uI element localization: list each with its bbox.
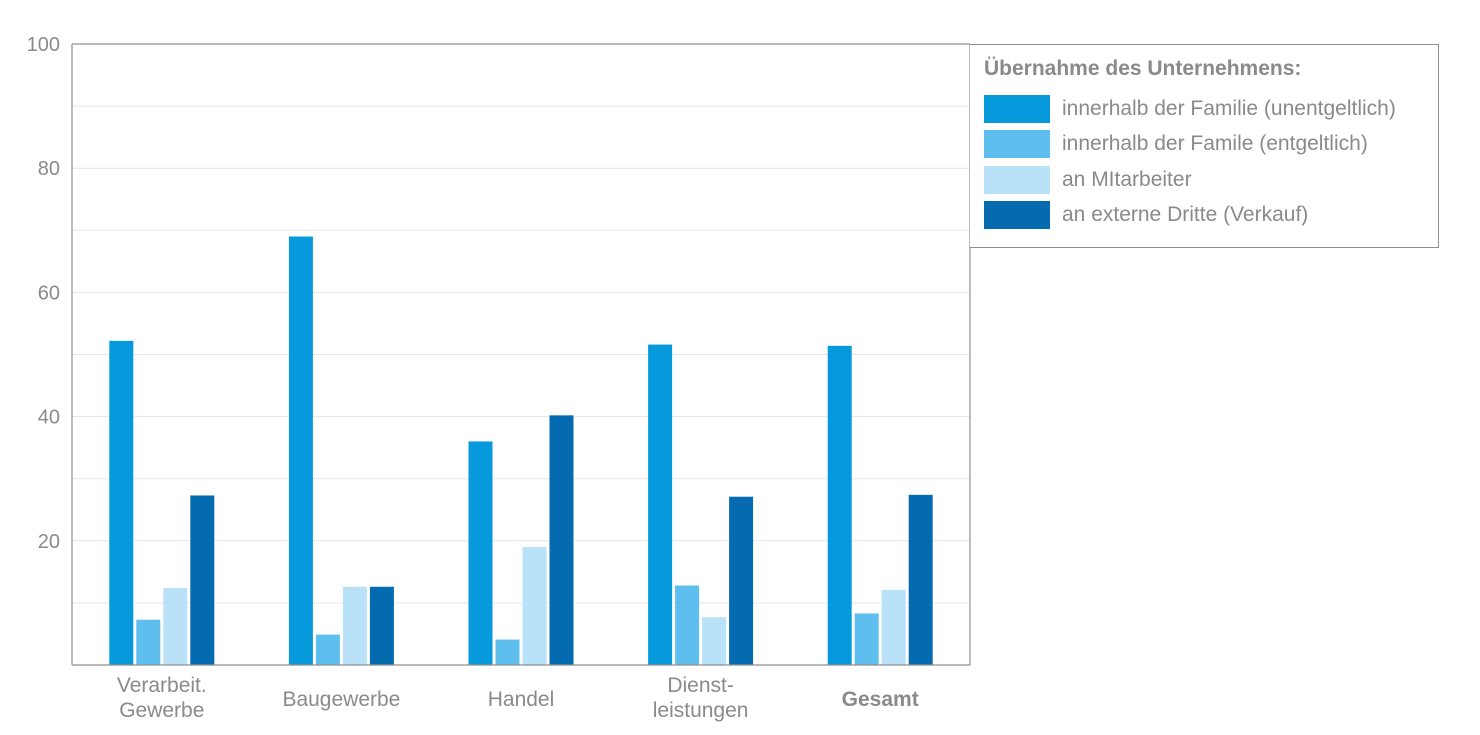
legend-item-familie-entgeltlich: innerhalb der Famile (entgeltlich) xyxy=(984,130,1368,158)
bar xyxy=(702,617,727,665)
category-label: Handel xyxy=(488,688,555,711)
legend-item-mitarbeiter: an MItarbeiter xyxy=(984,166,1192,194)
bar xyxy=(468,441,493,665)
y-tick-label: 100 xyxy=(27,34,60,56)
bar xyxy=(729,496,754,665)
legend-title: Übernahme des Unternehmens: xyxy=(984,57,1302,80)
bar xyxy=(549,415,574,665)
bar xyxy=(136,619,161,665)
bar xyxy=(190,495,215,665)
bar xyxy=(827,345,852,665)
y-tick-label: 40 xyxy=(38,407,60,429)
bar xyxy=(288,236,313,665)
bar xyxy=(854,613,879,665)
category-labels: Verarbeit. Gewerbe Baugewerbe Handel Dienst-… xyxy=(117,674,919,722)
y-tick-labels: 100 80 60 40 20 xyxy=(27,34,60,553)
gridlines xyxy=(72,105,970,604)
legend: Übernahme des Unternehmens: innerhalb de… xyxy=(970,44,1439,248)
bar xyxy=(109,340,134,665)
category-label: Baugewerbe xyxy=(282,688,400,711)
y-tick-label: 20 xyxy=(38,531,60,553)
y-tick-label: 80 xyxy=(38,158,60,180)
legend-label: innerhalb der Famile (entgeltlich) xyxy=(1062,132,1368,155)
category-label: Verarbeit. Gewerbe xyxy=(117,674,207,722)
legend-label: an externe Dritte (Verkauf) xyxy=(1062,203,1309,226)
legend-swatch xyxy=(984,201,1050,229)
legend-swatch xyxy=(984,95,1050,123)
legend-label: an MItarbeiter xyxy=(1062,168,1192,191)
legend-swatch xyxy=(984,130,1050,158)
bar xyxy=(908,494,933,665)
y-tick-label: 60 xyxy=(38,282,60,304)
bar xyxy=(315,634,340,665)
legend-swatch xyxy=(984,166,1050,194)
category-label: Dienst-leistungen xyxy=(653,674,749,722)
legend-label: innerhalb der Familie (unentgeltlich) xyxy=(1062,97,1396,120)
legend-item-familie-unentgeltlich: innerhalb der Familie (unentgeltlich) xyxy=(984,95,1396,123)
bar xyxy=(163,587,188,665)
bar xyxy=(342,586,367,665)
bar xyxy=(495,639,520,665)
bar xyxy=(648,344,673,665)
bar xyxy=(881,589,906,665)
bar xyxy=(675,585,700,665)
category-label: Gesamt xyxy=(842,688,919,711)
legend-item-externe-dritte: an externe Dritte (Verkauf) xyxy=(984,201,1308,229)
bar xyxy=(369,586,394,665)
bar xyxy=(522,547,547,665)
bars xyxy=(109,236,933,665)
